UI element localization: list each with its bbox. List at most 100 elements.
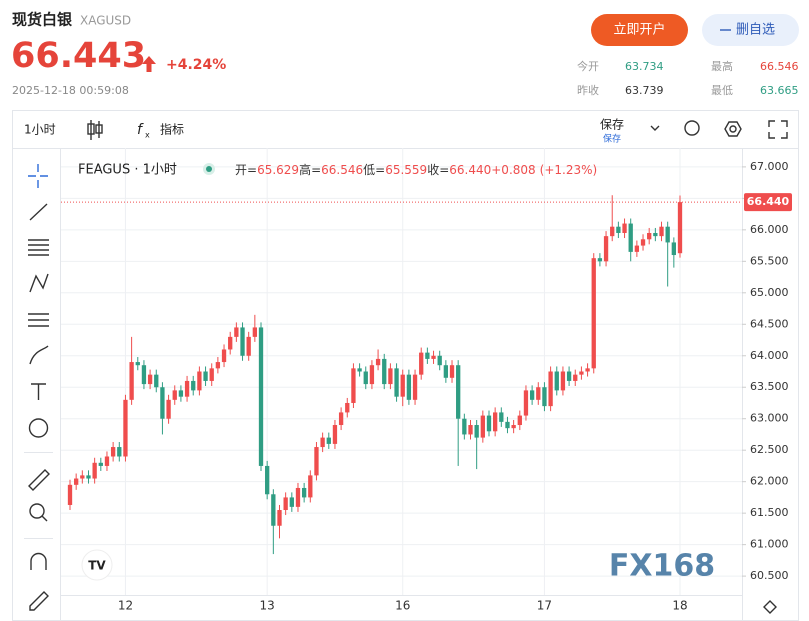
y-tick-label: 62.500 [750, 443, 789, 456]
emoji-tool[interactable] [28, 418, 49, 438]
candle-body [610, 226, 615, 237]
open-account-button[interactable]: 立即开户 [591, 14, 688, 46]
tv-logo: TV [81, 549, 113, 581]
stat-label: 昨收 [577, 83, 599, 97]
zoom-tool[interactable] [29, 503, 45, 519]
last-price-tag [744, 193, 792, 212]
candle-body [92, 462, 97, 479]
candle-body [289, 497, 294, 507]
x-tick-label: 12 [118, 599, 133, 613]
zoom-tool [41, 515, 48, 522]
candle-type-button[interactable] [87, 120, 103, 140]
candle-body [215, 362, 221, 369]
interval-button[interactable]: 1小时 [24, 123, 56, 137]
y-tick-label: 64.000 [750, 349, 789, 362]
settings-icon[interactable] [724, 121, 742, 137]
candle-body [443, 365, 449, 378]
candle-body [110, 447, 116, 457]
candle-body [184, 380, 190, 397]
settings-icon [729, 125, 737, 133]
candle-body [437, 355, 442, 366]
candle-body [653, 232, 658, 237]
stat-label: 今开 [577, 59, 599, 73]
watermark: FX168 [609, 549, 715, 584]
alert-icon[interactable] [684, 120, 700, 136]
candle-body [240, 327, 245, 356]
candle-body [492, 412, 498, 432]
icon [95, 124, 103, 134]
candle-body [659, 226, 664, 237]
candle-body [258, 327, 264, 466]
candle-body [295, 487, 301, 507]
stat-value: 63.665 [760, 84, 799, 97]
y-tick-label: 62.000 [750, 475, 789, 488]
candle-body [301, 487, 307, 498]
legend-label: 高= [299, 162, 321, 177]
ruler-tool[interactable] [28, 469, 50, 491]
fx-icon: x [145, 131, 150, 140]
instrument-symbol: XAGUSD [80, 14, 131, 28]
fib-tool[interactable] [28, 239, 49, 256]
y-tick-label: 67.000 [750, 160, 789, 173]
candle-body [647, 232, 652, 240]
candle-body [449, 365, 455, 378]
dropdown-icon[interactable] [650, 125, 660, 131]
candle-body [382, 358, 387, 385]
trendline-tool[interactable] [29, 203, 48, 221]
candle-body [388, 368, 393, 385]
button-bg [591, 14, 688, 46]
candle-body [332, 425, 338, 444]
candle-body [246, 336, 251, 356]
candle-body [228, 336, 233, 350]
candle-body [326, 437, 331, 444]
y-tick-label: 63.000 [750, 412, 789, 425]
legend-value: 66.440 [449, 163, 491, 177]
fullscreen-icon[interactable] [768, 120, 788, 139]
legend-value: 65.559 [385, 163, 427, 177]
candle-body [511, 425, 516, 429]
magnet-tool[interactable] [30, 552, 47, 571]
projection-tool[interactable] [28, 313, 49, 327]
stat-value: 63.734 [625, 60, 664, 73]
legend-change-pct: (+1.23%) [540, 163, 598, 177]
candle-body [677, 202, 683, 254]
candle-body [419, 352, 424, 375]
candle-body [486, 415, 492, 432]
candle-body [135, 362, 140, 366]
legend-change: +0.808 [491, 163, 535, 177]
y-tick-label: 64.500 [750, 317, 789, 330]
candle-body [178, 390, 184, 397]
candle-body [172, 390, 177, 400]
text-tool[interactable] [31, 383, 46, 400]
candle-body [67, 484, 73, 505]
candle-body [369, 365, 375, 385]
pattern-tool[interactable] [29, 273, 49, 293]
candle-body [363, 371, 368, 385]
legend-label: 收= [427, 163, 449, 177]
candle-body [160, 387, 165, 419]
candle-body [634, 245, 640, 252]
stat-value: 63.739 [625, 84, 664, 97]
candle-body [425, 352, 430, 359]
crosshair-tool[interactable] [28, 164, 48, 188]
plot-area [61, 148, 742, 595]
candle-body [431, 355, 436, 359]
remove-watch-button[interactable]: 删自选 [702, 14, 799, 46]
lock-tool[interactable] [29, 591, 49, 611]
candle-body [480, 415, 485, 438]
candle-body [271, 494, 276, 526]
candle-body [406, 374, 412, 400]
save-button[interactable]: 保存 [600, 118, 624, 132]
brush-tool[interactable] [29, 345, 49, 365]
candle-body [221, 349, 227, 363]
axis-settings[interactable] [763, 600, 777, 614]
indicators-button[interactable]: 指标 [160, 122, 184, 137]
candle-body [517, 415, 522, 426]
candle-body [640, 239, 646, 246]
candle-body [277, 510, 282, 526]
instrument-title: 现货白银 [12, 11, 73, 29]
icon [87, 123, 95, 135]
candle-body [141, 365, 147, 385]
y-tick-label: 66.000 [750, 223, 789, 236]
